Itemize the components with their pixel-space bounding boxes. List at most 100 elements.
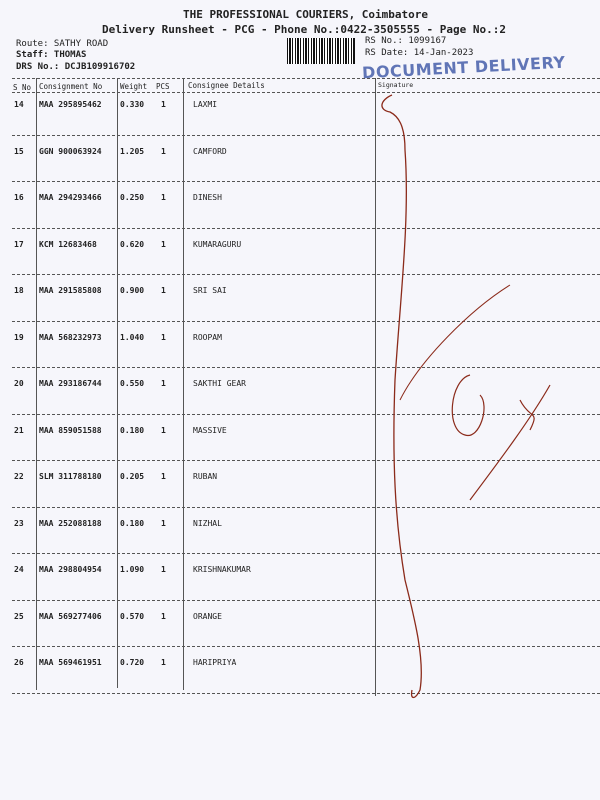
company-title: THE PROFESSIONAL COURIERS, Coimbatore: [183, 8, 429, 21]
row-consignment-no: GGN 900063924: [39, 146, 102, 156]
row-divider: [12, 181, 600, 182]
rs-date: RS Date: 14-Jan-2023: [365, 48, 474, 58]
row-divider: [12, 553, 600, 554]
row-divider: [12, 460, 600, 461]
col-pcs: PCS: [156, 82, 170, 91]
row-divider: [12, 506, 600, 508]
row-sno: 24: [14, 565, 24, 574]
row-pcs: 1: [161, 611, 166, 621]
table-row: 16 MAA 294293466 0.250 1 DINESH: [0, 193, 600, 207]
drs-number: DRS No.: DCJB109916702: [16, 62, 136, 72]
row-sno: 19: [14, 332, 24, 342]
row-sno: 14: [14, 100, 24, 109]
row-consignee: LAXMI: [193, 100, 218, 109]
divider: [12, 92, 600, 93]
row-divider: [12, 692, 600, 694]
table-row: 20 MAA 293186744 0.550 1 SAKTHI GEAR: [0, 379, 600, 393]
row-weight: 1.090: [120, 565, 145, 574]
row-consignee: RUBAN: [193, 472, 218, 481]
col-consignee: Consignee Details: [188, 81, 265, 90]
row-consignment-no: MAA 252088188: [39, 518, 102, 528]
row-pcs: 1: [161, 239, 166, 249]
row-consignee: MASSIVE: [193, 425, 227, 435]
column-line: [183, 78, 184, 690]
row-pcs: 1: [161, 379, 166, 388]
row-divider: [12, 413, 600, 415]
row-weight: 1.040: [120, 332, 145, 342]
table-row: 22 SLM 311788180 0.205 1 RUBAN: [0, 472, 600, 486]
row-sno: 15: [14, 146, 24, 156]
row-divider: [12, 227, 600, 229]
row-weight: 0.330: [120, 100, 145, 109]
row-weight: 0.570: [120, 611, 145, 621]
row-divider: [12, 599, 600, 601]
col-consignment: Consignment No: [39, 82, 103, 91]
row-divider: [12, 367, 600, 368]
column-line: [36, 78, 37, 690]
row-consignment-no: MAA 293186744: [39, 379, 102, 388]
row-consignee: ORANGE: [193, 611, 222, 621]
row-consignment-no: MAA 569277406: [39, 611, 102, 621]
table-row: 24 MAA 298804954 1.090 1 KRISHNAKUMAR: [0, 565, 600, 579]
row-consignee: DINESH: [193, 193, 222, 202]
row-pcs: 1: [161, 472, 166, 481]
col-sno: S No: [13, 83, 32, 92]
row-weight: 0.720: [120, 658, 145, 667]
row-sno: 22: [14, 472, 24, 481]
row-consignee: SRI SAI: [193, 286, 227, 295]
table-row: 26 MAA 569461951 0.720 1 HARIPRIYA: [0, 658, 600, 672]
row-consignment-no: MAA 291585808: [39, 286, 102, 295]
column-line: [117, 78, 118, 688]
row-consignment-no: MAA 859051588: [39, 425, 102, 435]
table-row: 17 KCM 12683468 0.620 1 KUMARAGURU: [0, 240, 600, 254]
row-weight: 0.900: [120, 286, 145, 295]
row-consignment-no: MAA 298804954: [39, 565, 102, 574]
row-sno: 20: [14, 379, 24, 388]
row-divider: [12, 274, 600, 275]
table-row: 15 GGN 900063924 1.205 1 CAMFORD: [0, 147, 600, 161]
row-pcs: 1: [161, 286, 166, 295]
row-sno: 18: [14, 286, 24, 295]
row-consignee: CAMFORD: [193, 146, 227, 156]
row-pcs: 1: [161, 658, 166, 667]
table-row: 23 MAA 252088188 0.180 1 NIZHAL: [0, 519, 600, 533]
row-pcs: 1: [161, 100, 166, 109]
row-consignment-no: MAA 568232973: [39, 332, 102, 342]
barcode: [287, 38, 355, 64]
row-consignee: KUMARAGURU: [193, 239, 242, 249]
row-divider: [12, 646, 600, 647]
rs-number: RS No.: 1099167: [365, 36, 447, 46]
row-weight: 0.250: [120, 193, 145, 202]
row-consignee: SAKTHI GEAR: [193, 379, 246, 388]
row-consignee: HARIPRIYA: [193, 658, 237, 667]
row-pcs: 1: [161, 146, 166, 156]
table-row: 21 MAA 859051588 0.180 1 MASSIVE: [0, 426, 600, 440]
divider: [12, 78, 600, 79]
table-row: 25 MAA 569277406 0.570 1 ORANGE: [0, 612, 600, 626]
row-pcs: 1: [161, 518, 166, 528]
row-consignment-no: SLM 311788180: [39, 472, 102, 481]
row-weight: 0.180: [120, 518, 145, 528]
row-pcs: 1: [161, 332, 166, 342]
row-consignment-no: MAA 294293466: [39, 193, 102, 202]
row-sno: 16: [14, 193, 24, 202]
staff: Staff: THOMAS: [16, 50, 87, 60]
runsheet-subtitle: Delivery Runsheet - PCG - Phone No.:0422…: [102, 23, 506, 36]
row-sno: 23: [14, 518, 24, 528]
row-weight: 0.550: [120, 379, 145, 388]
row-consignee: ROOPAM: [193, 332, 222, 342]
row-pcs: 1: [161, 425, 166, 435]
row-divider: [12, 320, 600, 322]
row-weight: 0.205: [120, 472, 145, 481]
row-consignment-no: KCM 12683468: [39, 239, 97, 249]
row-pcs: 1: [161, 565, 166, 574]
row-sno: 17: [14, 239, 24, 249]
row-consignee: NIZHAL: [193, 518, 222, 528]
row-pcs: 1: [161, 193, 166, 202]
table-row: 14 MAA 295895462 0.330 1 LAXMI: [0, 100, 600, 114]
row-sno: 21: [14, 425, 24, 435]
row-consignment-no: MAA 569461951: [39, 658, 102, 667]
table-row: 18 MAA 291585808 0.900 1 SRI SAI: [0, 286, 600, 300]
row-weight: 0.620: [120, 239, 145, 249]
